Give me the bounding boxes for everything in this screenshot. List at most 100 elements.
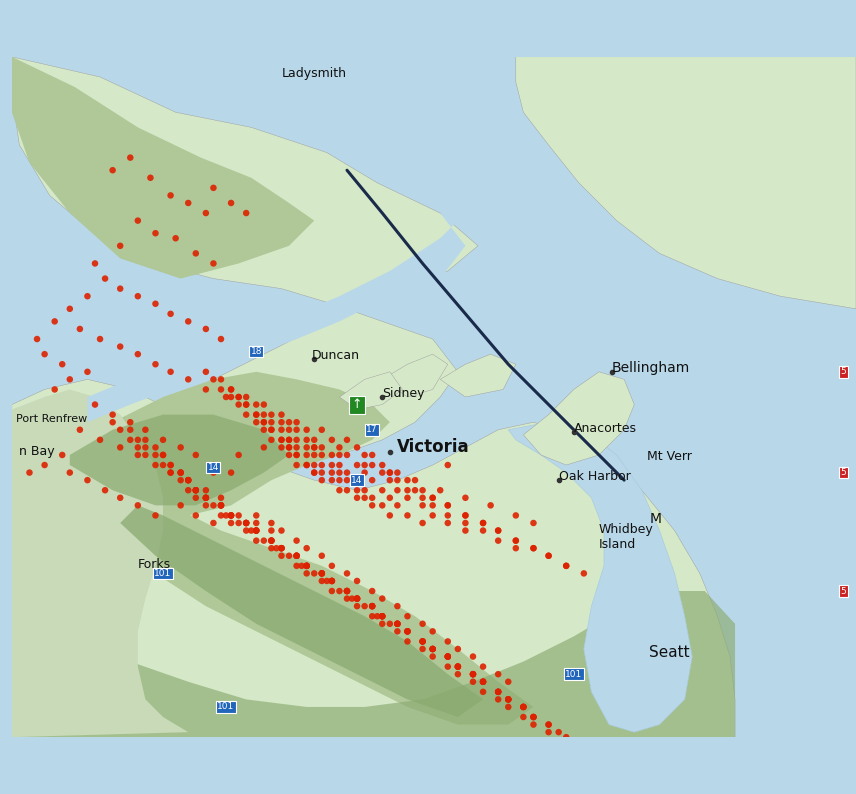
Point — [366, 474, 379, 487]
Point — [289, 549, 303, 562]
Point — [416, 499, 430, 511]
Point — [542, 719, 556, 731]
Point — [63, 373, 77, 386]
Point — [232, 509, 246, 522]
Point — [275, 524, 288, 537]
Point — [307, 459, 321, 472]
Text: Port Renfrew: Port Renfrew — [16, 414, 87, 424]
Point — [307, 466, 321, 479]
Point — [88, 399, 102, 411]
Point — [149, 298, 163, 310]
Point — [358, 459, 372, 472]
Point — [459, 517, 473, 530]
Point — [358, 466, 372, 479]
Point — [491, 685, 505, 698]
Point — [199, 491, 213, 504]
Point — [366, 599, 379, 612]
Polygon shape — [383, 354, 448, 397]
Point — [156, 434, 169, 446]
Point — [80, 474, 94, 487]
Point — [401, 474, 414, 487]
Point — [300, 542, 313, 554]
Point — [199, 365, 213, 378]
Point — [425, 642, 439, 655]
Point — [526, 711, 540, 723]
Point — [189, 491, 203, 504]
Point — [476, 517, 490, 530]
Point — [358, 599, 372, 612]
Point — [249, 517, 263, 530]
Point — [408, 484, 422, 496]
Point — [340, 484, 354, 496]
Text: Victoria: Victoria — [397, 438, 470, 457]
Point — [345, 592, 359, 605]
Point — [467, 668, 480, 680]
Point — [315, 423, 329, 436]
Point — [476, 524, 490, 537]
Point — [401, 625, 414, 638]
Point — [325, 449, 339, 461]
Point — [502, 693, 515, 706]
Point — [93, 333, 107, 345]
Text: M: M — [650, 512, 662, 526]
Point — [181, 373, 195, 386]
Point — [139, 434, 152, 446]
Point — [275, 434, 288, 446]
Point — [333, 441, 347, 453]
Point — [282, 434, 296, 446]
Point — [491, 668, 505, 680]
Point — [401, 625, 414, 638]
Point — [240, 206, 253, 219]
Point — [459, 491, 473, 504]
Point — [249, 524, 263, 537]
Point — [240, 517, 253, 530]
Point — [526, 517, 540, 530]
Point — [224, 509, 238, 522]
Text: n Bay: n Bay — [20, 445, 55, 458]
Point — [491, 693, 505, 706]
Point — [249, 534, 263, 547]
Point — [174, 474, 187, 487]
Point — [282, 423, 296, 436]
Point — [131, 348, 145, 360]
Point — [315, 567, 329, 580]
Text: 18: 18 — [251, 347, 262, 357]
Point — [315, 567, 329, 580]
Point — [333, 449, 347, 461]
Point — [206, 257, 220, 270]
Point — [350, 592, 364, 605]
Point — [240, 391, 253, 403]
Point — [509, 542, 523, 554]
Point — [467, 668, 480, 680]
Point — [376, 592, 389, 605]
Point — [174, 466, 187, 479]
Point — [383, 618, 396, 630]
Point — [325, 575, 339, 588]
Point — [350, 592, 364, 605]
Point — [181, 474, 195, 487]
Point — [425, 491, 439, 504]
Point — [325, 434, 339, 446]
Point — [249, 416, 263, 429]
Point — [467, 650, 480, 663]
Point — [249, 408, 263, 421]
Point — [401, 635, 414, 648]
Point — [307, 441, 321, 453]
Point — [552, 726, 566, 738]
Point — [300, 449, 313, 461]
Point — [350, 474, 364, 487]
Point — [459, 509, 473, 522]
Point — [275, 542, 288, 554]
Point — [249, 524, 263, 537]
Point — [366, 491, 379, 504]
Point — [282, 441, 296, 453]
Point — [408, 474, 422, 487]
Point — [390, 618, 404, 630]
Point — [376, 610, 389, 622]
Point — [73, 423, 86, 436]
Point — [48, 383, 62, 395]
Polygon shape — [508, 422, 693, 732]
Point — [224, 391, 238, 403]
Text: 5: 5 — [841, 587, 847, 596]
Point — [340, 466, 354, 479]
